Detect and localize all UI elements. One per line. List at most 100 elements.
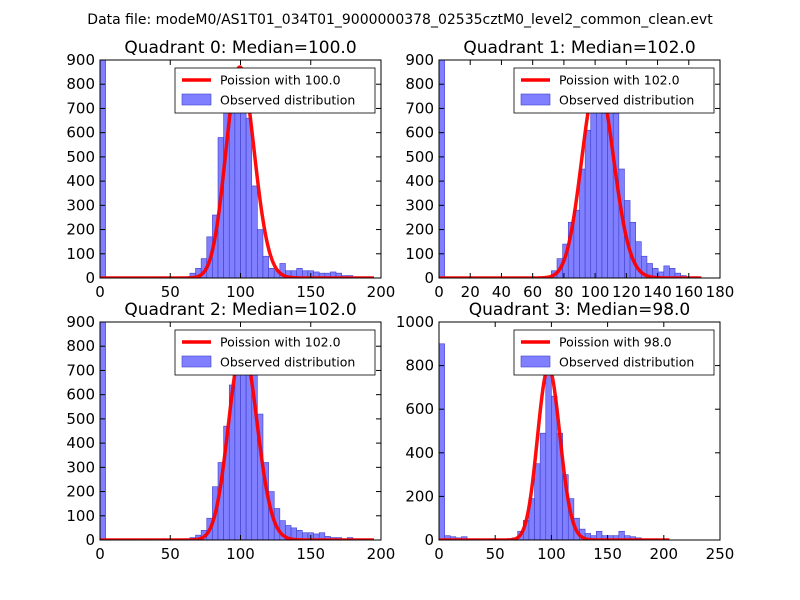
legend-box bbox=[513, 329, 715, 376]
legend-bar-swatch bbox=[520, 93, 551, 106]
histogram-bar bbox=[257, 229, 264, 278]
chart-title: Quadrant 0: Median=100.0 bbox=[124, 38, 356, 58]
y-tick-label: 800 bbox=[405, 75, 434, 93]
histogram-bar bbox=[601, 112, 608, 278]
y-tick-label: 600 bbox=[405, 124, 434, 142]
histogram-bar bbox=[534, 463, 541, 540]
histogram-bar bbox=[545, 367, 552, 540]
y-tick-label: 200 bbox=[66, 483, 95, 501]
y-tick-label: 200 bbox=[405, 487, 434, 505]
y-tick-label: 0 bbox=[85, 531, 95, 549]
poisson-model-line bbox=[439, 365, 671, 540]
y-tick-label: 900 bbox=[66, 51, 95, 69]
y-tick-label: 0 bbox=[85, 269, 95, 287]
y-tick-label: 1000 bbox=[396, 313, 434, 331]
legend-bar-swatch bbox=[520, 355, 551, 368]
legend: Poission with 102.0 Observed distribution bbox=[174, 329, 376, 376]
x-tick-label: 100 bbox=[226, 545, 255, 563]
y-tick-label: 0 bbox=[424, 269, 434, 287]
legend: Poission with 102.0 Observed distribution bbox=[513, 67, 715, 114]
histogram-bar bbox=[439, 343, 445, 540]
legend-box bbox=[174, 329, 376, 376]
y-tick-label: 0 bbox=[424, 531, 434, 549]
histogram-bar bbox=[539, 432, 547, 540]
y-tick-label: 600 bbox=[66, 386, 95, 404]
y-tick-label: 400 bbox=[66, 172, 95, 190]
legend-bar-label: Observed distribution bbox=[559, 355, 694, 370]
y-tick-label: 100 bbox=[66, 245, 95, 263]
x-tick-label: 40 bbox=[492, 283, 511, 301]
chart-quadrant-0: Quadrant 0: Median=100.0 0 50 100 150 200 0 100… bbox=[66, 38, 395, 301]
axes-frame bbox=[438, 321, 721, 541]
y-tick-label: 700 bbox=[405, 99, 434, 117]
y-tick-label: 500 bbox=[66, 148, 95, 166]
y-tick-label: 400 bbox=[405, 172, 434, 190]
x-tick-label: 50 bbox=[486, 545, 505, 563]
legend: Poission with 98.0 Observed distribution bbox=[513, 329, 715, 376]
y-tick-label: 300 bbox=[405, 196, 434, 214]
x-tick-label: 200 bbox=[367, 545, 396, 563]
x-tick-label: 50 bbox=[161, 283, 180, 301]
y-tick-label: 300 bbox=[66, 196, 95, 214]
axes-frame bbox=[438, 59, 721, 279]
y-tick-label: 900 bbox=[405, 51, 434, 69]
histogram-bar bbox=[268, 268, 275, 278]
histogram-bar bbox=[584, 129, 592, 278]
x-tick-label: 80 bbox=[554, 283, 573, 301]
x-tick-label: 50 bbox=[161, 545, 180, 563]
histogram-bar bbox=[100, 322, 106, 540]
y-tick-label: 900 bbox=[66, 313, 95, 331]
chart-title: Quadrant 3: Median=98.0 bbox=[469, 300, 691, 320]
chart-title: Quadrant 2: Median=102.0 bbox=[124, 300, 356, 320]
y-tick-label: 400 bbox=[405, 444, 434, 462]
y-tick-label: 800 bbox=[405, 357, 434, 375]
legend-line-label: Poission with 98.0 bbox=[559, 335, 672, 350]
chart-quadrant-3: Quadrant 3: Median=98.0 0 50 100 150 200 250 0 2… bbox=[396, 300, 735, 563]
x-tick-label: 0 bbox=[95, 545, 105, 563]
legend-bar-label: Observed distribution bbox=[220, 93, 355, 108]
histogram-bar bbox=[245, 117, 253, 278]
legend-line-label: Poission with 102.0 bbox=[559, 73, 680, 88]
histogram-bar bbox=[100, 60, 106, 278]
x-tick-label: 100 bbox=[581, 283, 610, 301]
x-tick-label: 100 bbox=[537, 545, 566, 563]
x-tick-label: 0 bbox=[434, 545, 444, 563]
y-tick-label: 500 bbox=[405, 148, 434, 166]
y-tick-label: 500 bbox=[66, 410, 95, 428]
legend-line-label: Poission with 102.0 bbox=[220, 335, 341, 350]
histogram-bar bbox=[596, 88, 603, 278]
x-tick-label: 100 bbox=[226, 283, 255, 301]
histogram-bar bbox=[439, 60, 445, 278]
legend-bar-swatch bbox=[181, 355, 212, 368]
legend-box bbox=[174, 67, 376, 114]
legend-bar-swatch bbox=[181, 93, 212, 106]
legend-bar-label: Observed distribution bbox=[559, 93, 694, 108]
x-tick-label: 150 bbox=[296, 545, 325, 563]
y-tick-label: 100 bbox=[405, 245, 434, 263]
y-tick-label: 800 bbox=[66, 75, 95, 93]
histogram-bar bbox=[579, 168, 586, 278]
x-tick-label: 160 bbox=[674, 283, 703, 301]
x-tick-label: 20 bbox=[461, 283, 480, 301]
y-tick-label: 200 bbox=[66, 221, 95, 239]
chart-quadrant-2: Quadrant 2: Median=102.0 0 50 100 150 200 0 100… bbox=[66, 300, 395, 563]
x-tick-label: 0 bbox=[434, 283, 444, 301]
legend: Poission with 100.0 Observed distribution bbox=[174, 67, 376, 114]
chart-title: Quadrant 1: Median=102.0 bbox=[463, 38, 695, 58]
y-tick-label: 600 bbox=[66, 124, 95, 142]
histogram-bar bbox=[262, 255, 269, 278]
legend-box bbox=[513, 67, 715, 114]
figure-suptitle: Data file: modeM0/AS1T01_034T01_90000003… bbox=[87, 12, 713, 28]
y-tick-label: 800 bbox=[66, 337, 95, 355]
y-tick-label: 700 bbox=[66, 99, 95, 117]
x-tick-label: 200 bbox=[649, 545, 678, 563]
y-tick-label: 100 bbox=[66, 507, 95, 525]
legend-bar-label: Observed distribution bbox=[220, 355, 355, 370]
legend-line-label: Poission with 100.0 bbox=[220, 73, 341, 88]
histogram-bar bbox=[251, 185, 258, 278]
chart-quadrant-1: Quadrant 1: Median=102.00 20 40 60 80 100 120 1… bbox=[405, 38, 734, 301]
x-tick-label: 150 bbox=[593, 545, 622, 563]
x-tick-label: 200 bbox=[367, 283, 396, 301]
y-tick-label: 600 bbox=[405, 400, 434, 418]
